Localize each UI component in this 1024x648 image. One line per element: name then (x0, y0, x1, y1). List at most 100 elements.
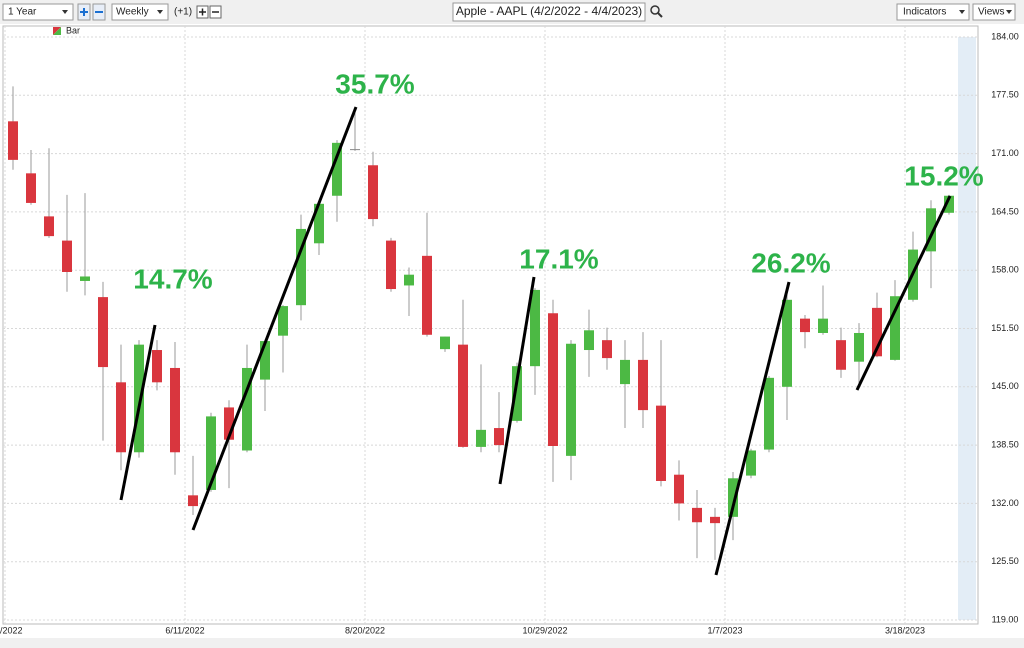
candle-body (782, 299, 792, 387)
y-tick-label: 119.00 (992, 614, 1019, 624)
candle-body (152, 350, 162, 383)
y-tick-label: 171.00 (991, 148, 1019, 158)
period-dropdown[interactable] (2, 3, 74, 21)
x-tick-label: 4/2/2022 (0, 625, 23, 635)
candle-body (404, 274, 414, 286)
candle-body (26, 173, 36, 203)
candle-body (872, 307, 882, 357)
y-tick-label: 138.50 (991, 439, 1019, 449)
candle-body (440, 336, 450, 350)
candle-body (602, 340, 612, 359)
candle-body (692, 507, 702, 523)
candle-body (620, 359, 630, 385)
candle-body (242, 367, 252, 451)
candle-body (80, 276, 90, 281)
symbol-box[interactable] (452, 2, 646, 22)
candle-body (332, 142, 342, 196)
search-icon-handle (657, 12, 663, 18)
x-tick-label: 3/18/2023 (885, 625, 925, 635)
candle-body (710, 516, 720, 524)
y-tick-label: 164.50 (991, 206, 1019, 216)
x-tick-label: 1/7/2023 (707, 625, 742, 635)
candle-body (368, 165, 378, 220)
candle-body (134, 344, 144, 453)
candle-body (44, 216, 54, 237)
candle-body (566, 343, 576, 456)
plot-frame (2, 25, 979, 625)
candle-body (764, 377, 774, 450)
chart-title: Apple - AAPL (4/2/2022 - 4/4/2023) (456, 4, 642, 18)
candle-body (548, 313, 558, 446)
candle-body (350, 149, 360, 151)
y-tick-label: 145.00 (991, 381, 1019, 391)
annotation: 35.7% (335, 68, 414, 99)
candle-body (926, 208, 936, 252)
candle-body (170, 367, 180, 453)
annotation: 14.7% (133, 263, 212, 294)
candle-body (206, 416, 216, 490)
search-icon[interactable] (650, 5, 660, 15)
candle-body (260, 341, 270, 380)
candle-body (890, 296, 900, 360)
candle-body (314, 203, 324, 244)
views-label: Views (978, 7, 1005, 18)
candle-body (116, 382, 126, 453)
candle-body (674, 474, 684, 504)
trend-line (119, 324, 157, 501)
y-tick-label: 184.00 (991, 31, 1019, 41)
candle-body (98, 297, 108, 368)
candle-body (296, 228, 306, 306)
y-tick-label: 177.50 (991, 90, 1019, 100)
x-tick-label: 8/20/2022 (345, 625, 385, 635)
offset-label: (+1) (174, 7, 192, 18)
annotation: 15.2% (904, 160, 983, 191)
annotation: 26.2% (751, 247, 830, 278)
trend-line (855, 195, 952, 391)
candle-body (224, 407, 234, 440)
candle-body (854, 332, 864, 362)
candle-body (494, 428, 504, 446)
candle-body (386, 240, 396, 290)
interval-label: Weekly (116, 7, 149, 18)
candle-body (584, 330, 594, 351)
candle-body (800, 318, 810, 333)
x-tick-label: 6/11/2022 (165, 625, 204, 635)
plus-icon (80, 8, 88, 16)
candle-body (746, 450, 756, 476)
candle-body (458, 344, 468, 447)
interval-dropdown[interactable] (111, 3, 169, 21)
candle-body (728, 478, 738, 517)
annotation: 17.1% (519, 243, 598, 274)
views-dropdown[interactable] (972, 3, 1016, 21)
dropdown-arrow (959, 10, 965, 14)
candle-body (638, 359, 648, 411)
y-tick-label: 125.50 (991, 556, 1019, 566)
candle-body (476, 429, 486, 447)
y-tick-label: 158.00 (991, 265, 1019, 275)
candle-body (818, 318, 828, 333)
legend-swatch (53, 27, 61, 35)
dropdown-arrow (157, 10, 163, 14)
indicators-label: Indicators (903, 7, 946, 18)
candle-body (188, 495, 198, 507)
candle-body (8, 121, 18, 160)
candle-body (278, 306, 288, 336)
x-tick-label: 10/29/2022 (522, 625, 567, 635)
indicators-dropdown[interactable] (896, 3, 970, 21)
y-tick-label: 151.50 (991, 323, 1019, 333)
candle-body (422, 255, 432, 335)
dropdown-arrow (1006, 10, 1012, 14)
dropdown-arrow (62, 10, 68, 14)
candle-body (62, 240, 72, 272)
trend-line (191, 106, 358, 531)
plus-icon (199, 8, 206, 16)
candle-body (944, 195, 954, 213)
candle-body (512, 366, 522, 421)
candle-body (656, 405, 666, 481)
trend-line (498, 276, 536, 485)
scrollbar[interactable] (0, 638, 1024, 648)
trend-line (714, 281, 791, 576)
candle-body (836, 340, 846, 370)
